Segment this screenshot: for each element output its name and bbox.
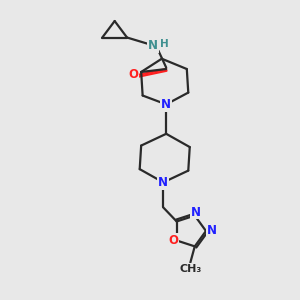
Text: O: O (168, 234, 178, 247)
Text: N: N (158, 176, 168, 189)
Text: N: N (148, 39, 158, 52)
Text: CH₃: CH₃ (179, 264, 202, 274)
Text: N: N (207, 224, 217, 238)
Text: N: N (161, 98, 171, 111)
Text: O: O (128, 68, 138, 81)
Text: N: N (191, 206, 201, 218)
Text: H: H (160, 39, 169, 49)
